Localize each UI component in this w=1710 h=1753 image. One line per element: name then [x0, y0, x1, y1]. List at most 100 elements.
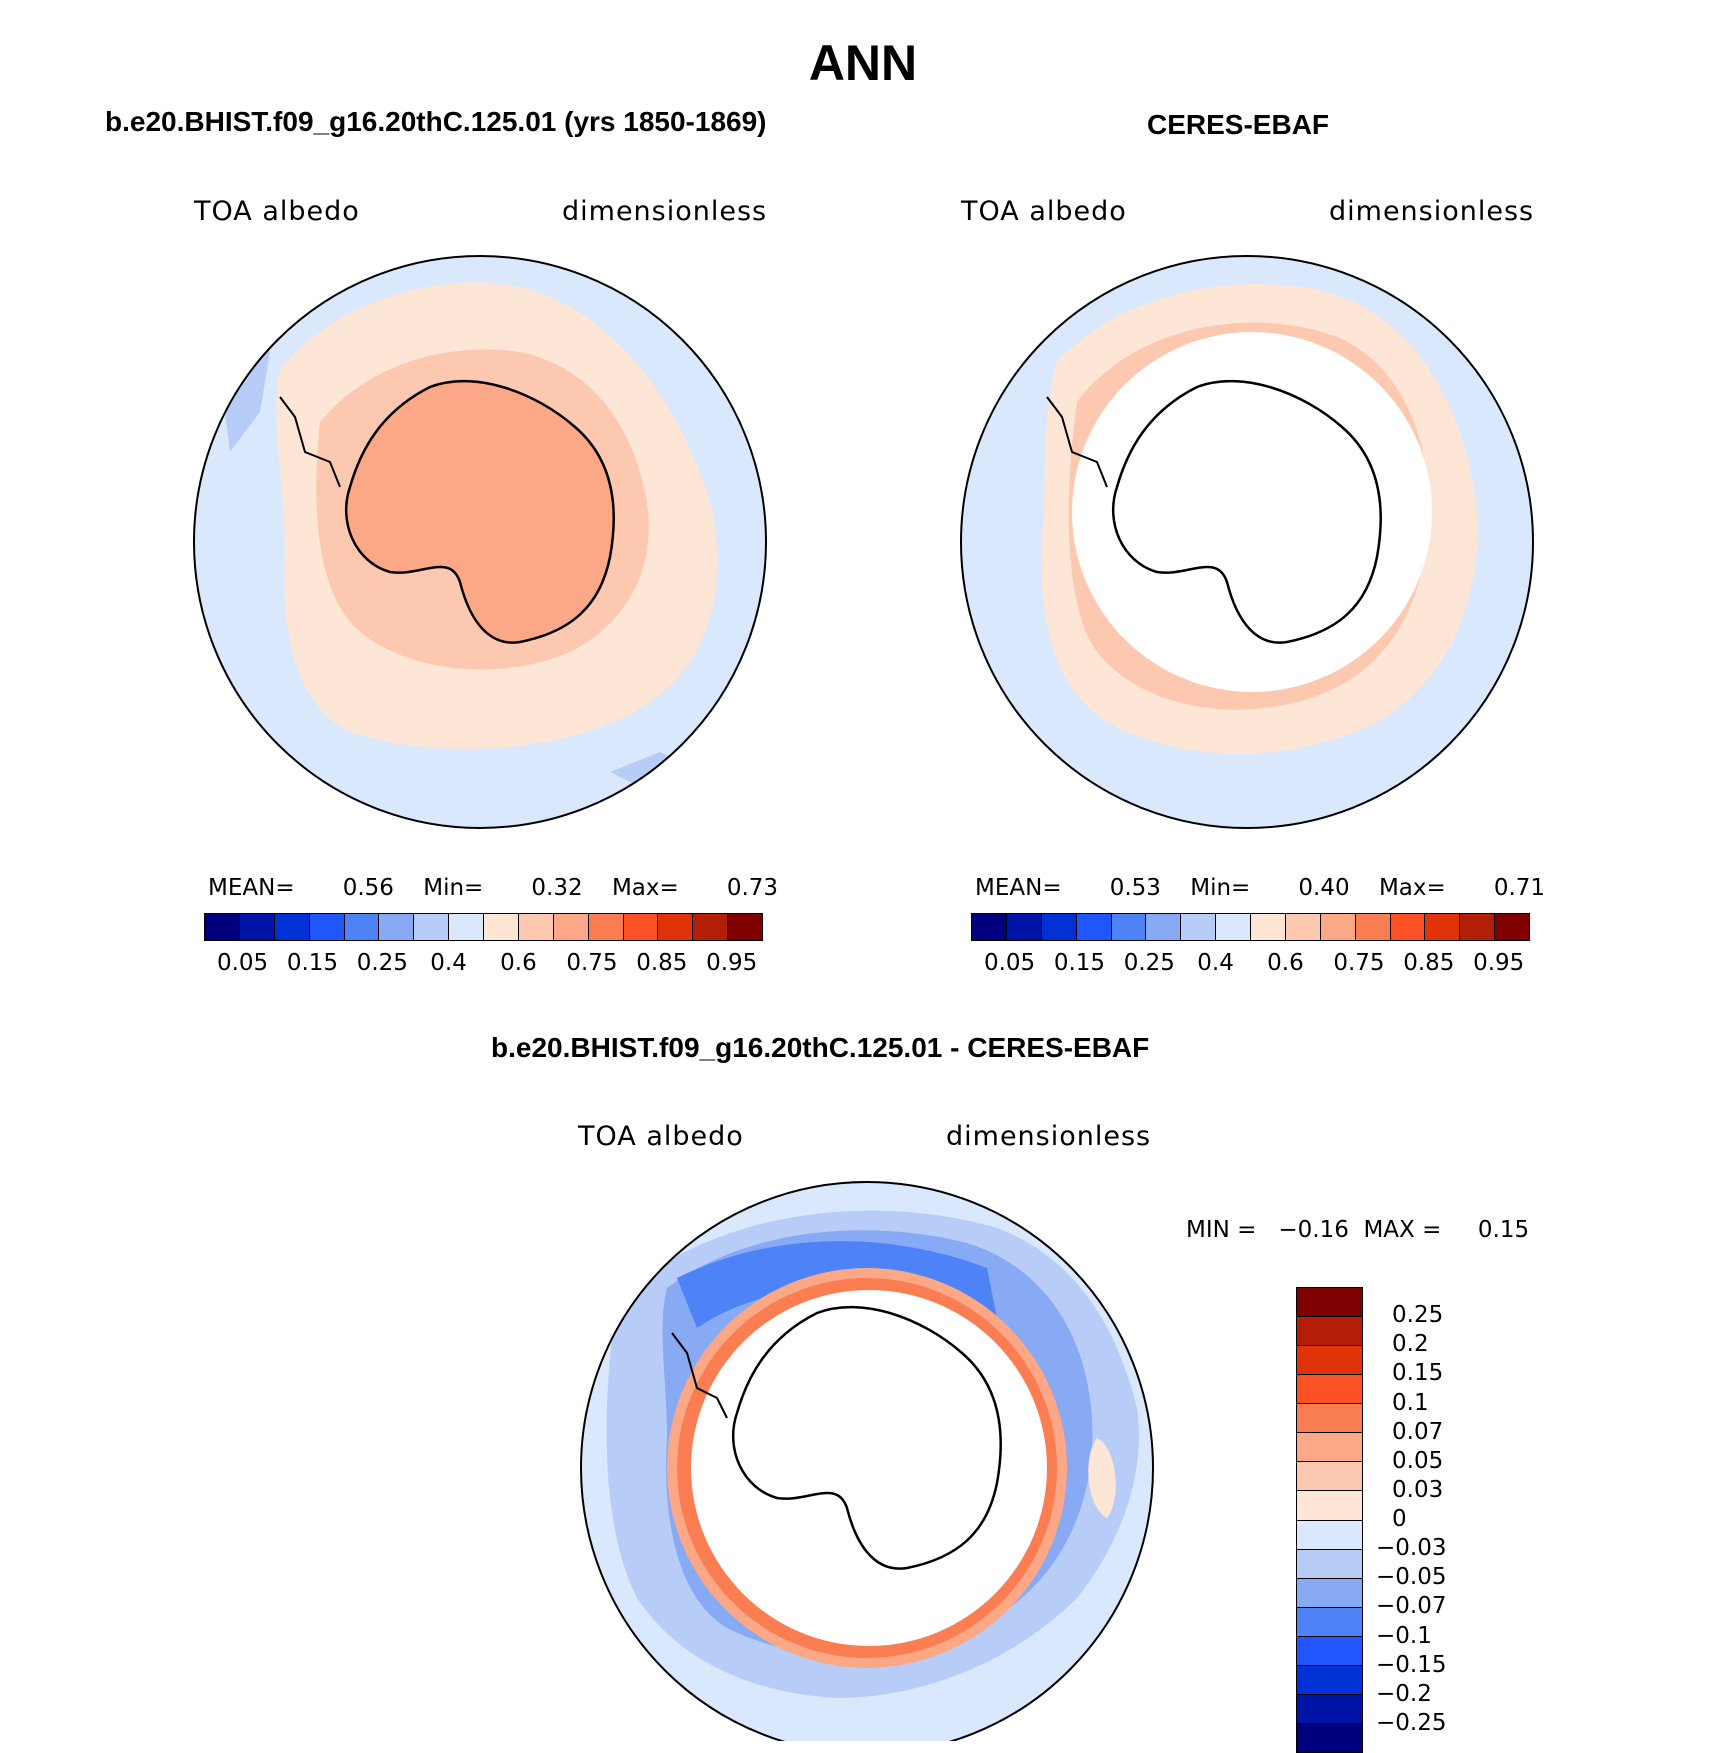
panel3-colorbar-swatch [1297, 1491, 1362, 1521]
panel3-colorbar-swatch [1297, 1578, 1362, 1608]
panel1-colorbar-swatch [693, 914, 729, 940]
panel1-map [193, 255, 767, 829]
panel2-mean-value: 0.53 [1109, 875, 1161, 901]
panel1-colorbar [204, 913, 763, 941]
panel3-colorbar-swatch [1297, 1346, 1362, 1376]
panel2-colorbar-tick-label: 0.4 [1197, 950, 1234, 976]
panel1-colorbar-swatch [623, 914, 659, 940]
panel2-colorbar-swatch [972, 914, 1007, 940]
panel1-colorbar-swatch [344, 914, 380, 940]
panel3-positive-patch [1088, 1438, 1116, 1518]
panel1-colorbar-swatch [484, 914, 519, 940]
panel3-colorbar-tick-label: −0.03 [1376, 1535, 1447, 1562]
panel1-colorbar-swatch [414, 914, 450, 940]
panel2-colorbar-swatch [1355, 914, 1391, 940]
panel3-units-label: dimensionless [946, 1121, 1152, 1152]
panel3-colorbar-swatch [1297, 1317, 1362, 1347]
panel1-variable-label: TOA albedo [194, 196, 360, 227]
panel3-colorbar-labels: 0.25 0.2 0.15 0.1 0.07 0.05 0.03 0 −0.03 −0.05 −0.… [1376, 1287, 1496, 1753]
panel2-colorbar-swatch [1460, 914, 1496, 940]
panel3-minmax: MIN = −0.16 MAX = 0.15 [1186, 1217, 1530, 1243]
panel3-colorbar-swatch [1297, 1636, 1362, 1666]
panel3-colorbar-swatch [1297, 1723, 1362, 1752]
panel3-colorbar-swatch [1297, 1549, 1362, 1579]
panel2-coastline [1112, 379, 1382, 644]
panel3-colorbar-tick-label: −0.05 [1376, 1564, 1447, 1591]
panel3-colorbar-swatch [1297, 1520, 1362, 1550]
panel2-colorbar-swatch [1216, 914, 1251, 940]
panel1-coastline [345, 379, 615, 644]
panel2-colorbar-swatch [1146, 914, 1182, 940]
panel2-min-label: Min= [1190, 875, 1251, 901]
panel2-colorbar-swatch [1041, 914, 1077, 940]
panel2-colorbar-swatch [1285, 914, 1321, 940]
panel2-colorbar-labels: 0.05 0.15 0.25 0.4 0.6 0.75 0.85 0.95 [971, 950, 1530, 980]
panel2-colorbar-swatch [1495, 914, 1529, 940]
panel2-max-value: 0.71 [1493, 875, 1546, 901]
panel2-missing-data-hole [1072, 332, 1432, 692]
panel2-colorbar-swatch [1251, 914, 1286, 940]
panel1-colorbar-swatch [658, 914, 694, 940]
panel2-max-label: Max= [1378, 875, 1446, 901]
panel1-colorbar-swatch [518, 914, 554, 940]
panel2-colorbar-tick-label: 0.15 [1053, 950, 1106, 976]
panel1-colorbar-tick-label: 0.15 [286, 950, 339, 976]
panel1-min-label: Min= [423, 875, 484, 901]
panel1-colorbar-tick-label: 0.25 [356, 950, 408, 976]
panel1-colorbar-tick-label: 0.75 [566, 950, 618, 976]
panel3-map [580, 1181, 1154, 1741]
panel2-stats: MEAN= 0.53 Min= 0.40 Max= 0.71 [975, 875, 1545, 901]
panel3-colorbar-tick-label: −0.15 [1376, 1651, 1447, 1678]
panel3-colorbar-swatch [1297, 1694, 1362, 1724]
panel3-colorbar-tick-label: −0.25 [1376, 1709, 1447, 1736]
panel1-colorbar-tick-label: 0.6 [500, 950, 537, 976]
panel2-title: CERES-EBAF [1147, 109, 1330, 140]
panel1-colorbar-labels: 0.05 0.15 0.25 0.4 0.6 0.75 0.85 0.95 [204, 950, 763, 980]
panel2-colorbar-swatch [1111, 914, 1147, 940]
panel1-mean-value: 0.56 [342, 875, 394, 901]
panel3-colorbar-tick-label: 0.03 [1392, 1476, 1444, 1503]
panel3-colorbar-swatch [1297, 1375, 1362, 1405]
panel1-colorbar-tick-label: 0.85 [636, 950, 688, 976]
panel2-colorbar-tick-label: 0.85 [1403, 950, 1455, 976]
panel1-colorbar-swatch [309, 914, 345, 940]
panel1-colorbar-swatch [728, 914, 762, 940]
panel2-colorbar-swatch [1006, 914, 1042, 940]
panel3-colorbar-tick-label: −0.07 [1376, 1593, 1447, 1620]
panel2-colorbar-tick-label: 0.25 [1123, 950, 1175, 976]
panel1-units-label: dimensionless [562, 196, 768, 227]
panel2-colorbar-tick-label: 0.75 [1333, 950, 1385, 976]
panel3-variable-label: TOA albedo [578, 1121, 744, 1152]
panel1-colorbar-swatch [449, 914, 484, 940]
panel1-colorbar-swatch [553, 914, 589, 940]
panel1-colorbar-swatch [588, 914, 624, 940]
panel3-colorbar-swatch [1297, 1404, 1362, 1434]
panel3-missing-data-hole [691, 1290, 1047, 1646]
panel2-min-value: 0.40 [1298, 875, 1350, 901]
panel3-coastline [732, 1305, 1002, 1570]
main-title: ANN [808, 35, 918, 91]
panel2-colorbar-swatch [1320, 914, 1356, 940]
panel3-colorbar-tick-label: 0.07 [1392, 1418, 1444, 1445]
panel2-map-border [960, 255, 1534, 829]
panel3-colorbar-swatch [1297, 1607, 1362, 1637]
panel2-map [960, 255, 1534, 829]
panel2-colorbar-swatch [1425, 914, 1461, 940]
panel2-colorbar-tick-label: 0.95 [1473, 950, 1525, 976]
panel3-colorbar-tick-label: 0 [1392, 1506, 1407, 1532]
panel1-map-border [193, 255, 767, 829]
panel1-max-label: Max= [611, 875, 679, 901]
panel2-colorbar-swatch [1076, 914, 1112, 940]
panel3-colorbar-tick-label: −0.1 [1376, 1622, 1432, 1649]
panel1-colorbar-swatch [379, 914, 415, 940]
panel2-colorbar-tick-label: 0.05 [983, 950, 1036, 976]
panel3-map-border [580, 1181, 1154, 1741]
panel1-colorbar-tick-label: 0.4 [430, 950, 467, 976]
panel2-colorbar [971, 913, 1530, 941]
panel3-colorbar-tick-label: −0.2 [1376, 1680, 1432, 1707]
panel3-colorbar-tick-label: 0.05 [1392, 1447, 1444, 1474]
panel1-peninsula-coastline [279, 396, 341, 488]
panel3-colorbar-tick-label: 0.15 [1392, 1360, 1444, 1387]
panel2-colorbar-swatch [1390, 914, 1426, 940]
panel3-colorbar-tick-label: 0.2 [1392, 1331, 1429, 1358]
